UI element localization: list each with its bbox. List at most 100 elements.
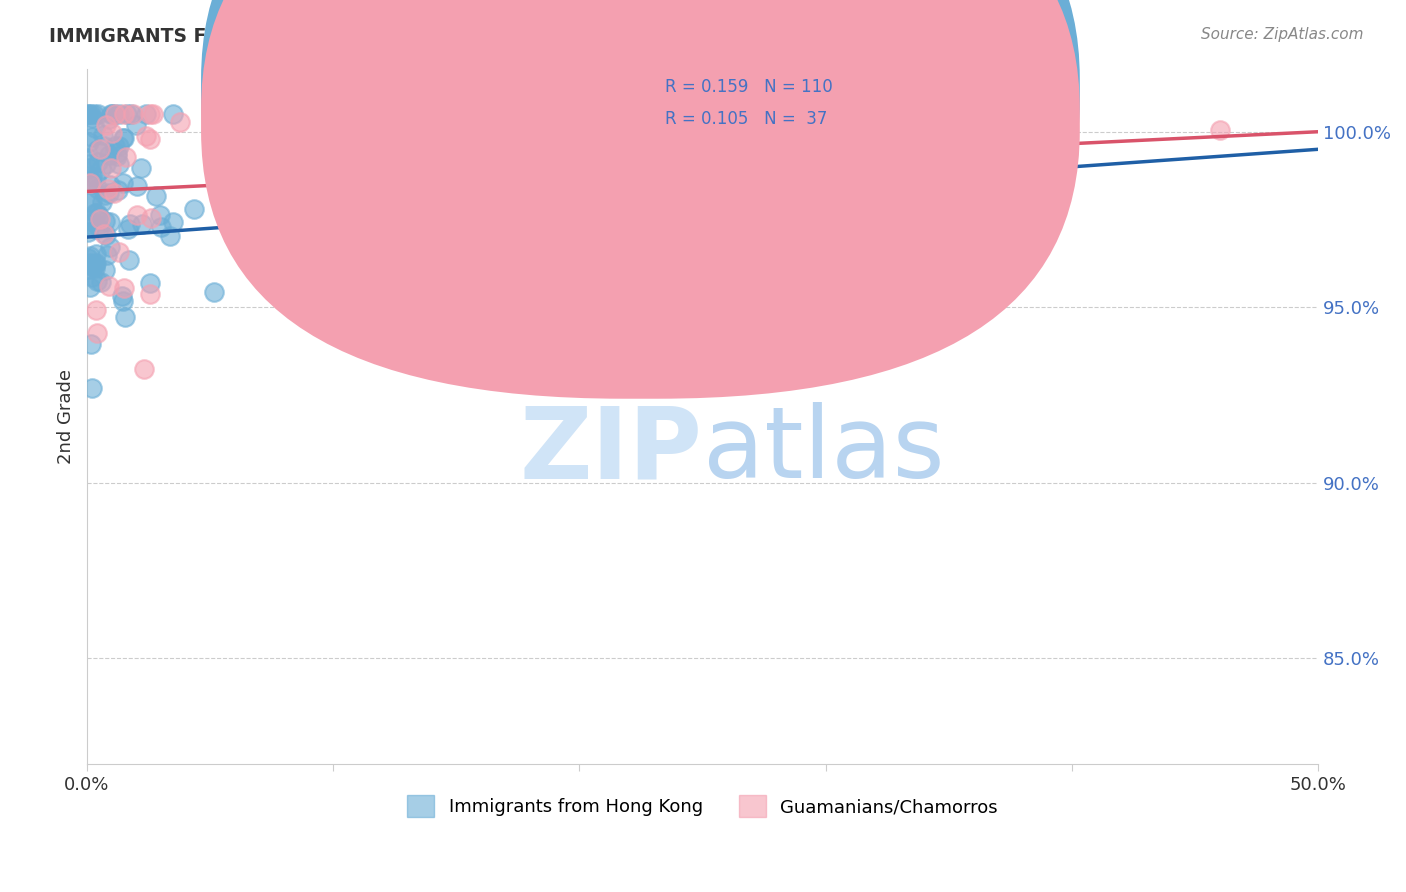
Point bbox=[135, 107, 157, 121]
Point bbox=[84, 206, 107, 220]
Point bbox=[117, 252, 139, 267]
Point bbox=[97, 182, 120, 196]
Point bbox=[77, 218, 100, 232]
Point bbox=[249, 191, 271, 205]
Point bbox=[84, 222, 107, 236]
Point bbox=[80, 177, 103, 191]
Point bbox=[77, 213, 100, 227]
Point bbox=[80, 129, 103, 144]
Point bbox=[202, 107, 225, 121]
Point bbox=[98, 186, 121, 201]
Point bbox=[145, 189, 167, 203]
Point bbox=[89, 211, 111, 226]
Point bbox=[79, 255, 101, 269]
Point bbox=[1011, 107, 1033, 121]
Point bbox=[260, 199, 283, 213]
Point bbox=[84, 247, 107, 261]
Point bbox=[897, 293, 920, 308]
Point bbox=[125, 208, 148, 222]
Point bbox=[104, 139, 127, 153]
Point bbox=[80, 107, 103, 121]
Point bbox=[98, 279, 121, 293]
Point bbox=[80, 381, 103, 395]
Point bbox=[108, 138, 131, 153]
Text: ZIP: ZIP bbox=[520, 402, 703, 500]
Point bbox=[96, 228, 118, 243]
Point bbox=[159, 229, 181, 244]
Point bbox=[772, 203, 794, 218]
Point bbox=[122, 107, 145, 121]
Point bbox=[87, 182, 110, 196]
Point bbox=[115, 107, 138, 121]
Point bbox=[93, 227, 115, 241]
Point bbox=[86, 303, 108, 318]
Point bbox=[112, 131, 135, 145]
Point bbox=[82, 269, 104, 284]
Point bbox=[107, 182, 129, 196]
Point bbox=[103, 186, 125, 201]
Point bbox=[292, 128, 315, 142]
Point bbox=[252, 145, 274, 159]
Point bbox=[104, 107, 127, 121]
Point bbox=[80, 172, 103, 186]
Point bbox=[87, 221, 110, 235]
Point bbox=[135, 128, 157, 143]
Point bbox=[83, 107, 105, 121]
Point bbox=[277, 183, 299, 197]
Point bbox=[87, 107, 110, 121]
Point bbox=[1208, 123, 1230, 137]
Point bbox=[86, 143, 108, 157]
Point bbox=[120, 217, 142, 231]
Point bbox=[83, 257, 105, 271]
Legend: Immigrants from Hong Kong, Guamanians/Chamorros: Immigrants from Hong Kong, Guamanians/Ch… bbox=[399, 788, 1005, 824]
Point bbox=[142, 107, 165, 121]
Point bbox=[96, 156, 118, 170]
Point bbox=[84, 256, 107, 270]
Point bbox=[86, 274, 108, 288]
Point bbox=[84, 170, 107, 185]
Point bbox=[77, 261, 100, 276]
Point bbox=[125, 179, 148, 194]
Point bbox=[90, 275, 112, 289]
Point bbox=[94, 263, 117, 277]
Point bbox=[162, 107, 184, 121]
Point bbox=[270, 275, 292, 289]
Point bbox=[129, 161, 152, 176]
Text: R = 0.105   N =  37: R = 0.105 N = 37 bbox=[665, 110, 827, 128]
Point bbox=[111, 288, 134, 302]
Point bbox=[79, 249, 101, 263]
Point bbox=[77, 107, 100, 121]
Point bbox=[77, 161, 100, 176]
Point bbox=[202, 285, 225, 299]
Point bbox=[120, 107, 142, 121]
Point bbox=[117, 221, 139, 235]
Point bbox=[105, 149, 128, 163]
Point bbox=[100, 161, 122, 175]
Point bbox=[89, 142, 111, 156]
Y-axis label: 2nd Grade: 2nd Grade bbox=[58, 368, 75, 464]
Point bbox=[139, 277, 162, 291]
Point bbox=[77, 107, 100, 121]
Point bbox=[80, 170, 103, 185]
Point bbox=[98, 239, 121, 253]
Point bbox=[108, 245, 131, 260]
Point bbox=[84, 260, 107, 275]
Point bbox=[717, 114, 740, 128]
Point bbox=[112, 281, 135, 295]
Point bbox=[77, 157, 100, 171]
Point bbox=[108, 157, 131, 171]
Point bbox=[606, 172, 628, 186]
Point bbox=[77, 136, 100, 150]
Point bbox=[100, 107, 122, 121]
Point bbox=[87, 155, 110, 169]
Point bbox=[238, 251, 260, 265]
Point bbox=[77, 251, 100, 265]
Point bbox=[114, 310, 136, 324]
Point bbox=[96, 118, 118, 132]
Point bbox=[87, 209, 110, 223]
Point bbox=[112, 293, 135, 308]
Point bbox=[82, 215, 104, 229]
Point bbox=[112, 177, 135, 191]
Point bbox=[91, 128, 114, 142]
Point bbox=[710, 291, 733, 305]
